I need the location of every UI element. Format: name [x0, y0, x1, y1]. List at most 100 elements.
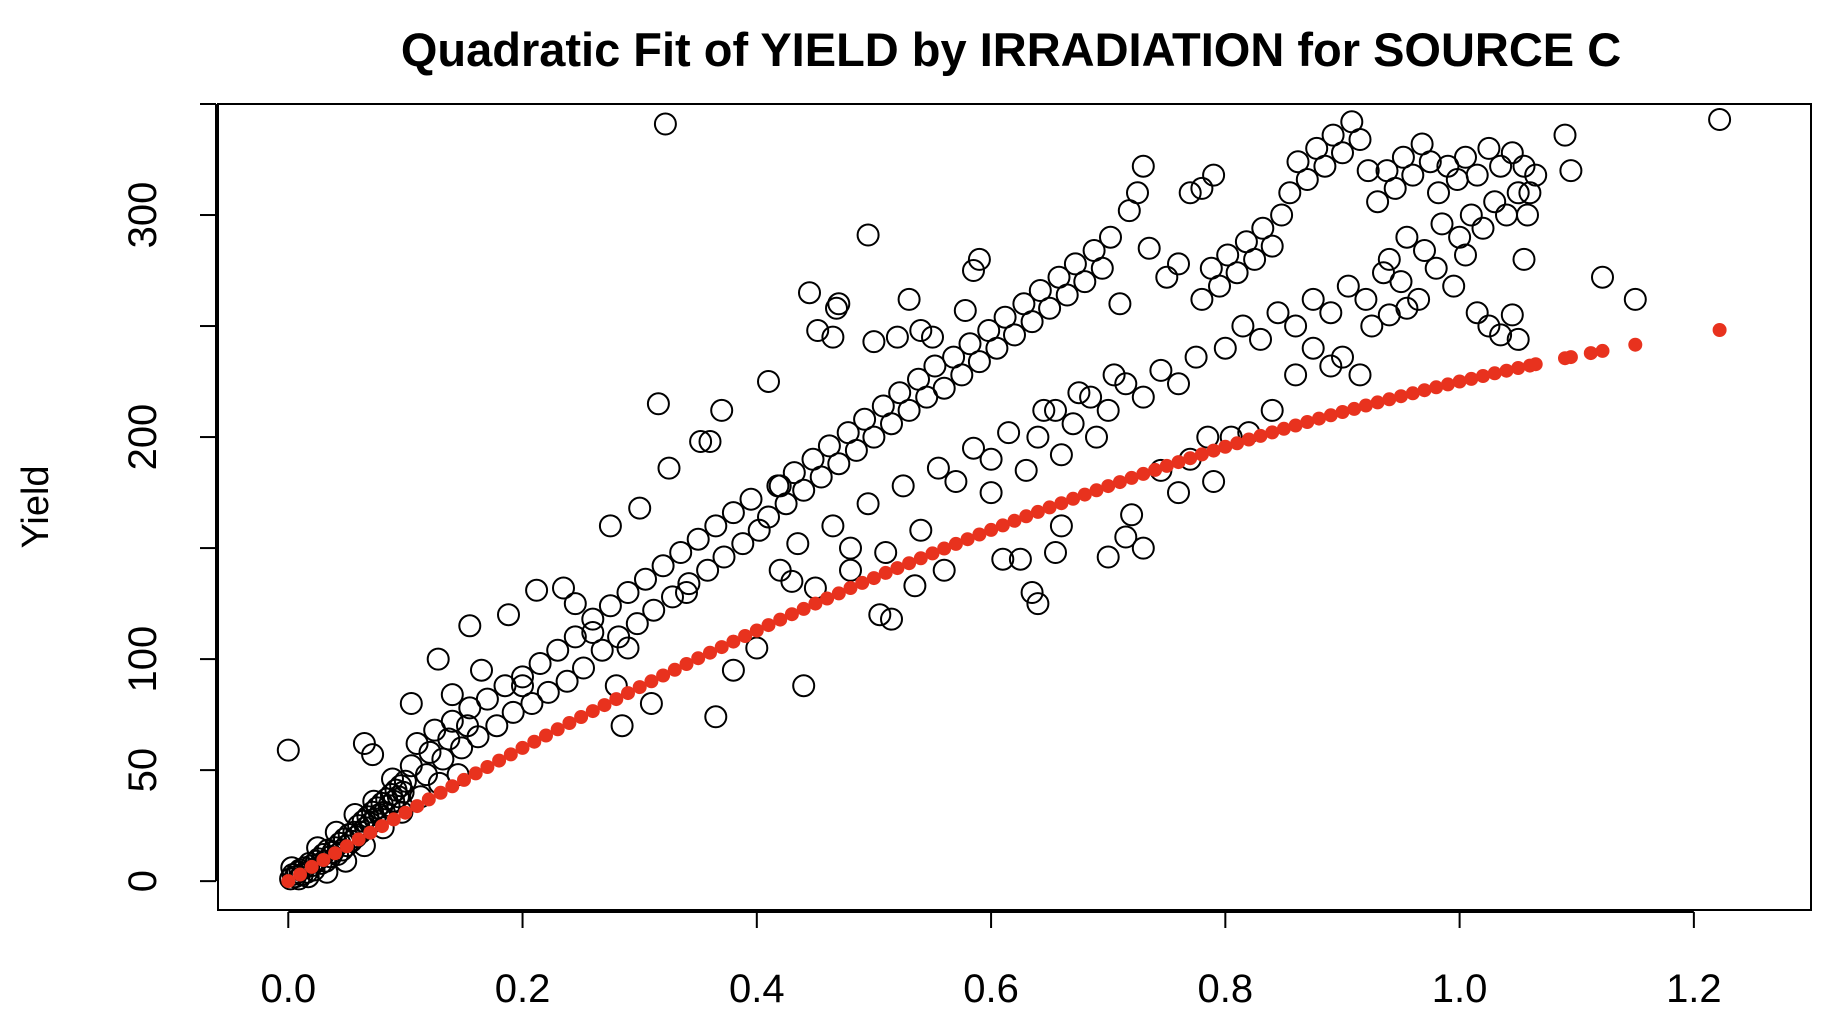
observed-point	[1260, 398, 1284, 422]
observed-point	[1249, 327, 1272, 351]
fitted-point	[1405, 386, 1420, 401]
fitted-point	[632, 680, 647, 695]
observed-point	[572, 656, 595, 680]
observed-point	[774, 492, 798, 516]
observed-point	[1049, 514, 1073, 538]
observed-point	[1131, 154, 1155, 178]
fitted-point	[1241, 432, 1256, 447]
fitted-point	[1019, 509, 1034, 524]
fitted-point	[1136, 466, 1151, 481]
observed-point	[1099, 225, 1122, 249]
observed-point	[1073, 270, 1097, 294]
observed-point	[1090, 256, 1114, 280]
observed-point	[1418, 150, 1442, 174]
observed-point	[1067, 381, 1091, 405]
observed-point	[399, 692, 423, 715]
observed-point	[967, 350, 991, 374]
observed-point	[844, 438, 868, 462]
observed-point	[362, 789, 386, 813]
observed-point	[634, 567, 657, 591]
observed-point	[1216, 243, 1240, 267]
observed-point	[625, 612, 649, 636]
observed-point	[555, 669, 579, 693]
observed-point	[610, 714, 634, 738]
y-tick-label: 100	[121, 626, 165, 693]
observed-point	[607, 625, 631, 649]
fitted-point	[667, 662, 682, 677]
observed-point	[1348, 128, 1372, 151]
fitted-point	[1583, 346, 1598, 361]
observed-point	[1348, 363, 1372, 387]
observed-point	[470, 658, 493, 682]
observed-point	[874, 541, 898, 564]
observed-point	[1407, 287, 1431, 311]
fitted-points	[281, 323, 1727, 889]
fitted-point	[468, 766, 483, 781]
observed-point	[909, 518, 933, 542]
observed-point	[891, 474, 915, 498]
fitted-point	[1511, 361, 1526, 375]
observed-point	[856, 492, 880, 516]
observed-point	[1096, 398, 1120, 422]
observed-point	[677, 572, 701, 596]
observed-point	[1301, 336, 1325, 360]
observed-point	[786, 532, 810, 556]
observed-point	[782, 461, 806, 485]
fitted-point	[995, 518, 1010, 533]
observed-point	[926, 456, 950, 480]
observed-point	[653, 112, 677, 136]
fitted-point	[1288, 418, 1303, 433]
observed-point	[1489, 323, 1513, 347]
fitted-point	[328, 846, 343, 861]
observed-point	[1120, 503, 1144, 527]
observed-point	[1356, 159, 1380, 183]
observed-point	[792, 478, 816, 502]
x-axis: 0.0 0.2 0.4 0.6 0.8 1.0 1.2	[260, 911, 1722, 1011]
observed-point	[642, 598, 666, 622]
observed-point	[1424, 256, 1448, 280]
fitted-point	[1394, 389, 1408, 404]
observed-point	[661, 585, 684, 609]
observed-point	[1559, 159, 1583, 183]
observed-point	[669, 541, 693, 564]
observed-point	[962, 259, 985, 282]
observed-point	[1190, 176, 1214, 200]
fitted-point	[1464, 371, 1479, 386]
fitted-point	[375, 819, 389, 834]
fitted-point	[1124, 470, 1139, 485]
observed-point	[958, 332, 982, 356]
fitted-point	[1077, 487, 1092, 502]
observed-point	[944, 470, 968, 493]
observed-point	[698, 430, 722, 453]
observed-point	[991, 547, 1015, 571]
observed-point	[853, 407, 877, 431]
x-tick-label: 0.6	[963, 967, 1019, 1011]
observed-point	[1354, 287, 1378, 311]
observed-point	[1251, 216, 1275, 240]
fitted-point	[1089, 483, 1104, 498]
fitted-point	[1323, 408, 1338, 423]
fitted-point	[855, 575, 870, 590]
fitted-point	[339, 839, 354, 854]
observed-point	[921, 325, 944, 349]
fitted-point	[527, 734, 542, 749]
observed-point	[1155, 265, 1179, 289]
observed-point	[1137, 236, 1161, 260]
fitted-point	[913, 551, 928, 566]
observed-point	[821, 514, 845, 538]
observed-point	[1319, 301, 1343, 325]
fitted-point	[363, 825, 378, 840]
observed-point	[1032, 398, 1056, 422]
fitted-point	[1382, 392, 1397, 407]
fitted-point	[1194, 447, 1209, 462]
observed-point	[361, 743, 385, 767]
observed-point	[1270, 203, 1294, 227]
observed-point	[1483, 190, 1507, 214]
observed-point	[440, 683, 464, 707]
observed-point	[1225, 261, 1249, 285]
fitted-point	[960, 532, 975, 547]
fitted-point	[398, 805, 413, 820]
observed-point	[511, 665, 534, 689]
fitted-point	[609, 692, 624, 707]
fitted-point	[749, 623, 764, 638]
